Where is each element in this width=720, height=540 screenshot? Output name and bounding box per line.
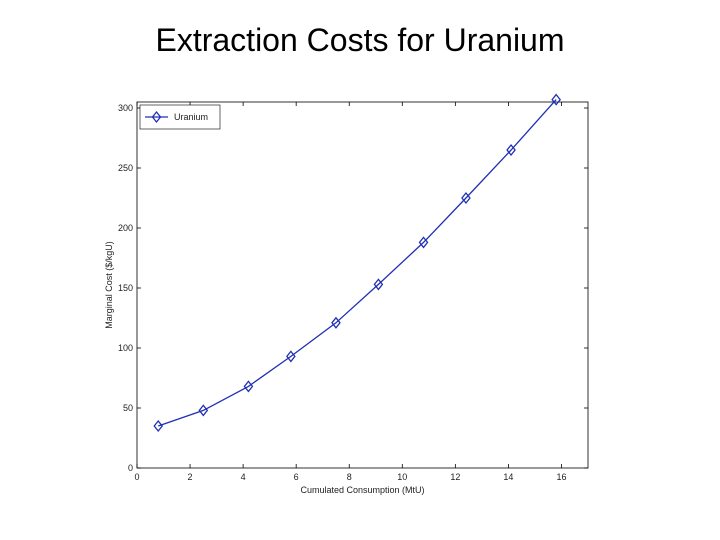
data-point-marker <box>331 316 341 329</box>
chart-axes <box>136 101 589 469</box>
y-tick-label: 250 <box>118 163 133 173</box>
series-line-uranium <box>158 99 557 427</box>
x-tick-label: 2 <box>188 472 193 482</box>
slide-title: Extraction Costs for Uranium <box>155 22 565 58</box>
legend-marker-swatch <box>151 110 162 124</box>
data-point-marker <box>373 278 384 291</box>
chart-legend: Uranium <box>139 104 221 130</box>
data-point-marker <box>153 419 164 433</box>
x-axis-label: Cumulated Consumption (MtU) <box>300 485 424 495</box>
y-axis-label: Marginal Cost ($/kgU) <box>104 241 114 329</box>
data-point-marker <box>243 380 254 393</box>
data-point-marker <box>286 350 296 363</box>
y-tick-label: 50 <box>123 403 133 413</box>
plot-frame <box>136 101 589 469</box>
x-tick-label: 10 <box>397 472 407 482</box>
y-tick-label: 200 <box>118 223 133 233</box>
data-point-marker <box>461 191 471 205</box>
x-tick-label: 16 <box>556 472 566 482</box>
y-tick-label: 100 <box>118 343 133 353</box>
data-point-marker <box>198 404 209 417</box>
x-tick-label: 14 <box>503 472 513 482</box>
y-tick-label: 150 <box>118 283 133 293</box>
data-point-marker <box>418 236 429 249</box>
chart-ticks: 0 2 4 6 8 10 12 14 16 0 50 100 150 200 250 300 <box>118 102 588 482</box>
x-tick-label: 0 <box>134 472 139 482</box>
y-tick-label: 300 <box>118 103 133 113</box>
y-tick-label: 0 <box>128 463 133 473</box>
x-tick-label: 12 <box>450 472 460 482</box>
data-point-marker <box>551 93 561 106</box>
x-tick-label: 6 <box>294 472 299 482</box>
x-tick-label: 4 <box>241 472 246 482</box>
legend-label-uranium: Uranium <box>174 112 208 122</box>
chart-series <box>153 93 561 433</box>
x-tick-label: 8 <box>347 472 352 482</box>
data-point-marker <box>506 143 516 157</box>
